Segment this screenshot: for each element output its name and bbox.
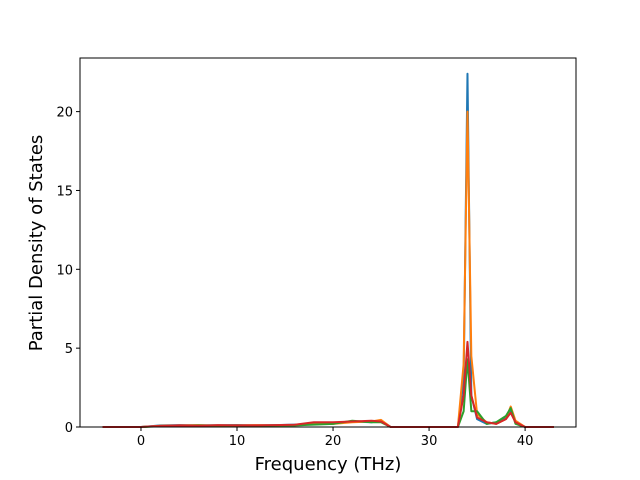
series-line (102, 110, 554, 428)
x-axis-label: Frequency (THz) (255, 454, 402, 475)
y-tick-label: 0 (65, 421, 73, 436)
y-tick-label: 15 (56, 184, 73, 199)
y-tick-label: 5 (65, 342, 73, 357)
x-tick-label: 40 (517, 434, 534, 449)
y-tick-label: 20 (56, 106, 73, 121)
series-line (102, 358, 554, 428)
series-line (102, 340, 554, 428)
series-line (102, 72, 554, 428)
y-tick-label: 10 (56, 263, 73, 278)
x-tick-label: 30 (421, 434, 438, 449)
y-axis-label: Partial Density of States (26, 135, 47, 352)
plot-frame (79, 57, 577, 428)
x-tick-label: 0 (137, 434, 145, 449)
x-tick-label: 10 (229, 434, 246, 449)
x-tick-label: 20 (325, 434, 342, 449)
